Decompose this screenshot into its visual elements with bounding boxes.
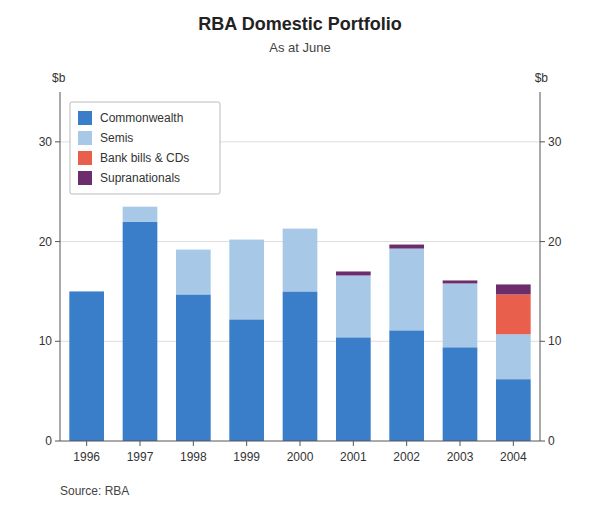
chart: RBA Domestic Portfolio As at June $b $b 0 10 2… [0, 0, 600, 509]
legend-swatch [78, 131, 92, 145]
x-tick [353, 441, 354, 446]
bar-segment [443, 347, 478, 441]
legend-swatch [78, 171, 92, 185]
y-tick-label: 20 [39, 235, 53, 249]
bar-segment [443, 283, 478, 347]
bar-segment [496, 284, 531, 294]
bar-segment [283, 228, 318, 229]
bar-segment [229, 239, 264, 240]
x-tick [86, 441, 87, 446]
annotation: Source: RBA [60, 484, 129, 498]
x-tick-label: 2002 [393, 450, 420, 464]
y2-tick-label: 20 [548, 235, 562, 249]
bar-segment [443, 280, 478, 283]
y2-axis-label: $b [535, 71, 549, 85]
bar-segment [69, 291, 104, 292]
y-axis-line [60, 92, 61, 441]
bar-segment [176, 249, 211, 250]
bar-segment [389, 249, 424, 331]
x-tick-label: 1998 [180, 450, 207, 464]
x-tick [140, 441, 141, 446]
y2-tick-label: 0 [548, 434, 555, 448]
bar-segment [176, 249, 211, 250]
x-tick [300, 441, 301, 446]
y-tick-label: 0 [45, 434, 52, 448]
bar-segment [229, 240, 264, 320]
bar-segment [283, 291, 318, 441]
bar-segment [176, 250, 211, 295]
legend-swatch [78, 111, 92, 125]
bar-segment [336, 337, 371, 441]
bar-segment [69, 291, 104, 292]
bar-segment [496, 294, 531, 334]
x-tick-label: 1999 [233, 450, 260, 464]
legend-label: Bank bills & CDs [100, 151, 189, 165]
y-tick [55, 241, 60, 242]
bar-segment [496, 379, 531, 441]
y-axis-label: $b [52, 71, 66, 85]
x-tick-label: 1997 [127, 450, 154, 464]
bar-segment [283, 228, 318, 229]
y-tick [55, 141, 60, 142]
y2-tick [540, 341, 545, 342]
bar-segment [123, 207, 158, 222]
x-tick-label: 2003 [447, 450, 474, 464]
x-tick [193, 441, 194, 446]
x-tick-label: 2001 [340, 450, 367, 464]
x-tick [513, 441, 514, 446]
y-tick-label: 10 [39, 334, 53, 348]
y2-axis-line [540, 92, 541, 441]
y2-tick [540, 141, 545, 142]
bar-segment [389, 245, 424, 249]
legend-label: Semis [100, 131, 133, 145]
bar-segment [496, 334, 531, 379]
bar-segment [123, 206, 158, 207]
bar-segment [336, 271, 371, 275]
bar-segment [389, 330, 424, 441]
axes: 0 10 20 30 0 10 20 30 1996 1997 1998 1999 2000 2001 20… [39, 92, 562, 464]
bar-segment [69, 291, 104, 292]
x-tick-label: 1996 [73, 450, 100, 464]
bar-segment [69, 291, 104, 441]
legend-label: Commonwealth [100, 111, 183, 125]
y-tick-label: 30 [39, 135, 53, 149]
bar-segment [123, 206, 158, 207]
bar-segment [229, 239, 264, 240]
bar-segment [123, 222, 158, 441]
bar-segment [229, 319, 264, 441]
y2-tick [540, 441, 545, 442]
bar-segment [283, 229, 318, 292]
y2-tick [540, 241, 545, 242]
y-tick [55, 341, 60, 342]
legend-box [70, 102, 220, 194]
y2-tick-label: 10 [548, 334, 562, 348]
x-tick-label: 2004 [500, 450, 527, 464]
bar-segment [176, 294, 211, 441]
bar-segment [336, 275, 371, 337]
title: RBA Domestic Portfolio [198, 14, 401, 34]
bars [69, 207, 530, 441]
y-tick [55, 441, 60, 442]
x-tick [460, 441, 461, 446]
y2-tick-label: 30 [548, 135, 562, 149]
legend-swatch [78, 151, 92, 165]
x-tick [246, 441, 247, 446]
x-tick-label: 2000 [287, 450, 314, 464]
x-tick [406, 441, 407, 446]
legend-label: Supranationals [100, 171, 180, 185]
subtitle: As at June [269, 40, 330, 55]
legend: Commonwealth Semis Bank bills & CDs Suprana… [70, 102, 220, 194]
